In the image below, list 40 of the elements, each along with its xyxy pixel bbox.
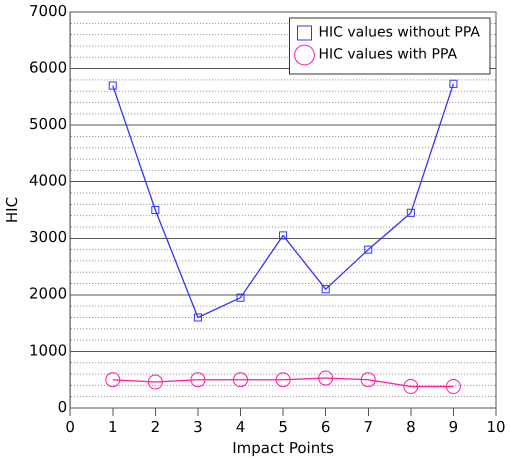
x-tick-label: 8 [406, 418, 416, 436]
legend-label: HIC values without PPA [318, 24, 480, 41]
x-tick-label: 2 [150, 418, 160, 436]
x-axis-title: Impact Points [232, 438, 334, 457]
x-tick-label: 10 [486, 418, 506, 436]
x-tick-label: 3 [193, 418, 203, 436]
x-tick-label: 9 [448, 418, 458, 436]
point [279, 231, 288, 240]
y-tick-label: 6000 [28, 58, 68, 76]
y-tick-label: 0 [58, 398, 68, 416]
x-tick-label: 7 [363, 418, 374, 436]
point [360, 372, 376, 388]
y-tick-label: 7000 [28, 2, 68, 20]
x-tick-label: 5 [278, 418, 288, 436]
legend-label: HIC values with PPA [318, 46, 458, 63]
point [108, 82, 117, 90]
y-tick-label: 5000 [28, 115, 68, 134]
point [151, 206, 160, 214]
point [148, 374, 163, 390]
point [446, 379, 461, 394]
point [190, 372, 206, 388]
point [276, 372, 291, 388]
point [105, 372, 120, 388]
y-tick-label: 1000 [28, 341, 68, 360]
point [364, 246, 372, 254]
point [449, 80, 458, 88]
y-tick-label: 4000 [28, 172, 68, 190]
x-tick-label: 4 [236, 418, 246, 436]
y-tick-label: 3000 [28, 228, 68, 246]
point [403, 379, 418, 394]
point [406, 208, 415, 217]
point [194, 313, 202, 322]
y-tick-label: 2000 [28, 284, 68, 303]
x-tick-label: 1 [108, 418, 118, 436]
y-axis-title: HIC [2, 196, 21, 224]
point [236, 294, 245, 302]
point [318, 370, 334, 386]
point [233, 372, 248, 388]
x-tick-label: 6 [320, 418, 330, 436]
point [322, 285, 330, 294]
